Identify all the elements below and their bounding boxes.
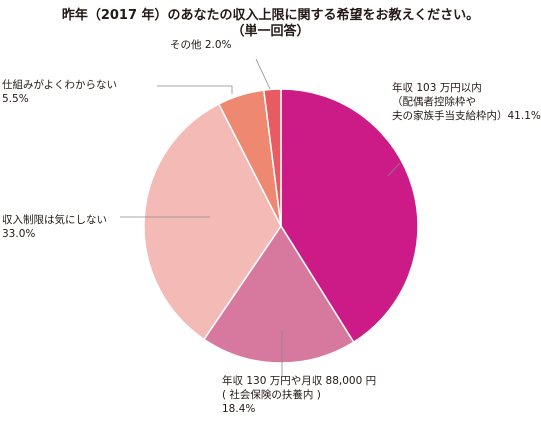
slice-label-1-line-2: （配偶者控除枠や: [392, 95, 476, 108]
leader-line-5: [255, 58, 271, 90]
chart-title-line-1: 昨年（2017 年）のあなたの収入上限に関する希望をお教えください。: [61, 8, 480, 23]
slice-label-4-line-2: 5.5%: [2, 93, 29, 105]
pie-slice-2: [202, 224, 355, 364]
pie-slice-5: [262, 88, 282, 227]
slice-label-4-line-1: 仕組みがよくわからない: [2, 78, 117, 91]
slice-label-3-line-2: 33.0%: [2, 228, 35, 240]
slice-label-2-line-3: 18.4%: [222, 403, 255, 415]
leader-line-1: [387, 162, 401, 177]
slice-label-4: 仕組みがよくわからない 5.5%: [2, 78, 117, 105]
slice-label-2: 年収 130 万円や月収 88,000 円( 社会保険の扶養内 ) 18.4%: [222, 374, 376, 415]
slice-label-2-line-1: 年収 130 万円や月収 88,000 円: [222, 374, 376, 387]
slice-label-1: 年収 103 万円以内（配偶者控除枠や夫の家族手当支給枠内）41.1%: [392, 81, 541, 122]
slice-label-5-line-1: その他 2.0%: [170, 38, 232, 51]
pie-slice-1: [280, 88, 419, 344]
slice-label-3: 収入制限は気にしない 33.0%: [2, 213, 107, 240]
slice-label-2-line-2: ( 社会保険の扶養内 ): [222, 388, 321, 401]
slice-label-5: その他 2.0%: [170, 38, 232, 51]
slice-label-1-line-3: 夫の家族手当支給枠内）41.1%: [392, 109, 541, 122]
slice-label-1-line-1: 年収 103 万円以内: [392, 81, 482, 94]
chart-title-line-2: （単一回答）: [231, 24, 310, 39]
slice-label-3-line-1: 収入制限は気にしない: [2, 213, 107, 226]
leader-line-4: [157, 85, 233, 94]
